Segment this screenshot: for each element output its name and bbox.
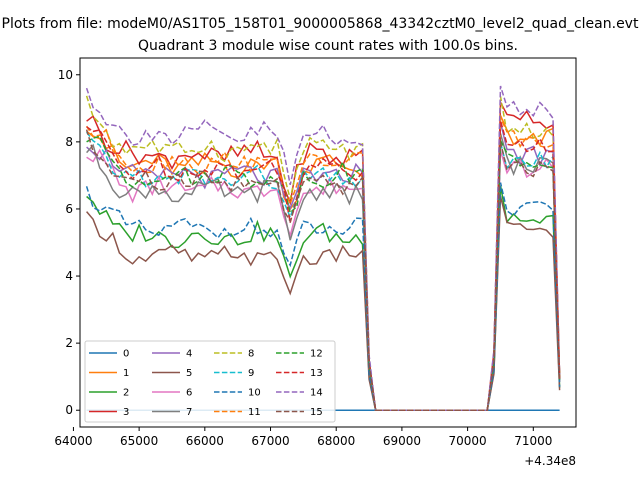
series-line-14 (85, 85, 561, 411)
legend-label-0: 0 (123, 349, 129, 360)
x-tick-label: 64000 (54, 434, 92, 448)
y-tick-label: 8 (65, 135, 73, 149)
y-tick-label: 2 (65, 336, 73, 350)
y-tick-label: 4 (65, 269, 73, 283)
y-tick-label: 10 (58, 68, 73, 82)
legend-label-2: 2 (123, 388, 129, 399)
legend-label-13: 13 (310, 368, 323, 379)
legend-label-11: 11 (248, 407, 261, 418)
x-tick-label: 69000 (383, 434, 421, 448)
legend-label-9: 9 (248, 368, 254, 379)
legend-label-15: 15 (310, 407, 323, 418)
series-line-10 (85, 182, 561, 411)
x-tick-label: 67000 (251, 434, 289, 448)
y-tick-label: 6 (65, 202, 73, 216)
x-tick-label: 68000 (317, 434, 355, 448)
series-line-12 (86, 135, 561, 411)
legend-label-5: 5 (186, 368, 192, 379)
legend-label-4: 4 (186, 349, 192, 360)
legend-label-7: 7 (186, 407, 192, 418)
legend-label-8: 8 (248, 349, 254, 360)
series-line-15 (85, 129, 561, 411)
legend-frame (84, 340, 336, 423)
legend-label-6: 6 (186, 388, 192, 399)
x-axis: 64000 65000 66000 67000 68000 69000 70000 71000 (54, 427, 552, 448)
legend-label-3: 3 (123, 407, 129, 418)
x-axis-offset-label: +4.34e8 (524, 454, 576, 468)
legend-label-1: 1 (123, 368, 129, 379)
series-line-5 (86, 196, 561, 411)
x-tick-label: 66000 (186, 434, 224, 448)
x-tick-label: 70000 (449, 434, 487, 448)
legend-label-14: 14 (310, 388, 323, 399)
series-layer (85, 85, 561, 411)
figure-suptitle: Plots from file: modeM0/AS1T05_158T01_90… (2, 16, 639, 32)
x-tick-label: 65000 (120, 434, 158, 448)
y-axis: 0 2 4 6 8 10 (58, 68, 80, 417)
y-tick-label: 0 (65, 403, 73, 417)
legend-label-10: 10 (248, 388, 261, 399)
legend-label-12: 12 (310, 349, 323, 360)
series-line-13 (86, 120, 561, 411)
chart-title: Quadrant 3 module wise count rates with … (138, 38, 518, 54)
x-tick-label: 71000 (514, 434, 552, 448)
